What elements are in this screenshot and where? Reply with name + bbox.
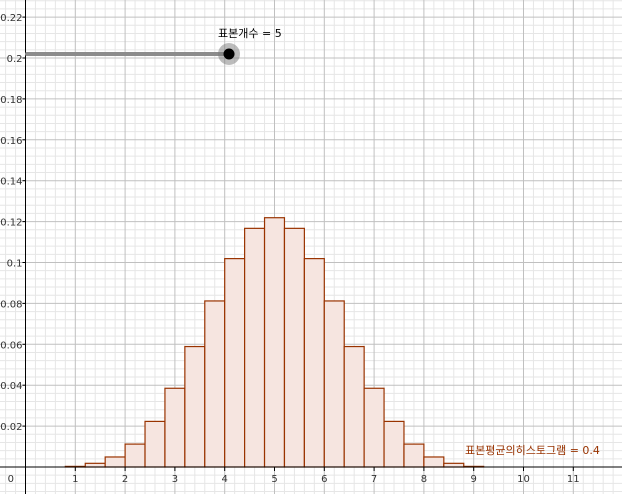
x-tick-label: 8 bbox=[421, 474, 427, 485]
histogram-bar bbox=[423, 456, 445, 468]
histogram-bar bbox=[403, 443, 425, 468]
tick-labels: 1 2 3 4 5 6 7 8 9 10 11 0.02 0.04 0.06 0.08 0.1 0.12 0.14… bbox=[0, 13, 579, 485]
histogram-bar bbox=[204, 300, 226, 468]
histogram-bar bbox=[323, 300, 345, 468]
histogram-bar bbox=[363, 387, 385, 468]
x-tick-label: 10 bbox=[517, 474, 530, 485]
origin-label: 0 bbox=[8, 474, 14, 485]
y-tick-label: 0.14 bbox=[0, 177, 22, 188]
histogram-bar bbox=[283, 227, 305, 468]
sample-size-slider[interactable]: 표본개수 = 5 bbox=[25, 27, 282, 65]
histogram-bar bbox=[124, 443, 146, 468]
histogram-bar bbox=[104, 456, 126, 468]
histogram-bar bbox=[224, 258, 246, 468]
histogram-bar bbox=[343, 345, 365, 468]
x-tick-label: 11 bbox=[567, 474, 580, 485]
y-tick-label: 0.06 bbox=[0, 340, 22, 351]
x-tick-label: 7 bbox=[371, 474, 377, 485]
y-tick-label: 0.02 bbox=[0, 422, 22, 433]
histogram-bar bbox=[263, 217, 286, 468]
histogram-bar bbox=[244, 227, 266, 468]
x-tick-label: 1 bbox=[72, 474, 78, 485]
y-tick-label: 0.18 bbox=[0, 95, 22, 106]
y-tick-label: 0.1 bbox=[7, 259, 23, 270]
y-tick-label: 0.08 bbox=[0, 299, 22, 310]
slider-label: 표본개수 = 5 bbox=[218, 27, 282, 40]
histogram-bar bbox=[303, 258, 325, 468]
y-tick-label: 0.22 bbox=[0, 13, 22, 24]
y-tick-label: 0.12 bbox=[0, 218, 22, 229]
slider-handle[interactable] bbox=[223, 48, 235, 60]
x-tick-label: 5 bbox=[271, 474, 277, 485]
x-tick-label: 6 bbox=[321, 474, 327, 485]
histogram-bars[interactable] bbox=[64, 217, 485, 468]
x-tick-label: 9 bbox=[471, 474, 477, 485]
y-tick-label: 0.04 bbox=[0, 381, 22, 392]
x-tick-label: 2 bbox=[122, 474, 128, 485]
x-tick-label: 3 bbox=[172, 474, 178, 485]
y-tick-label: 0.2 bbox=[7, 54, 23, 65]
histogram-bar bbox=[443, 462, 465, 468]
histogram-label: 표본평균의히스토그램 = 0.4 bbox=[465, 443, 600, 457]
histogram-bar bbox=[383, 420, 405, 468]
histogram-bar bbox=[144, 420, 166, 468]
y-tick-label: 0.16 bbox=[0, 136, 22, 147]
histogram-bar bbox=[164, 387, 186, 468]
histogram-bar bbox=[184, 345, 206, 468]
x-tick-label: 4 bbox=[222, 474, 228, 485]
histogram-bar bbox=[84, 462, 106, 468]
